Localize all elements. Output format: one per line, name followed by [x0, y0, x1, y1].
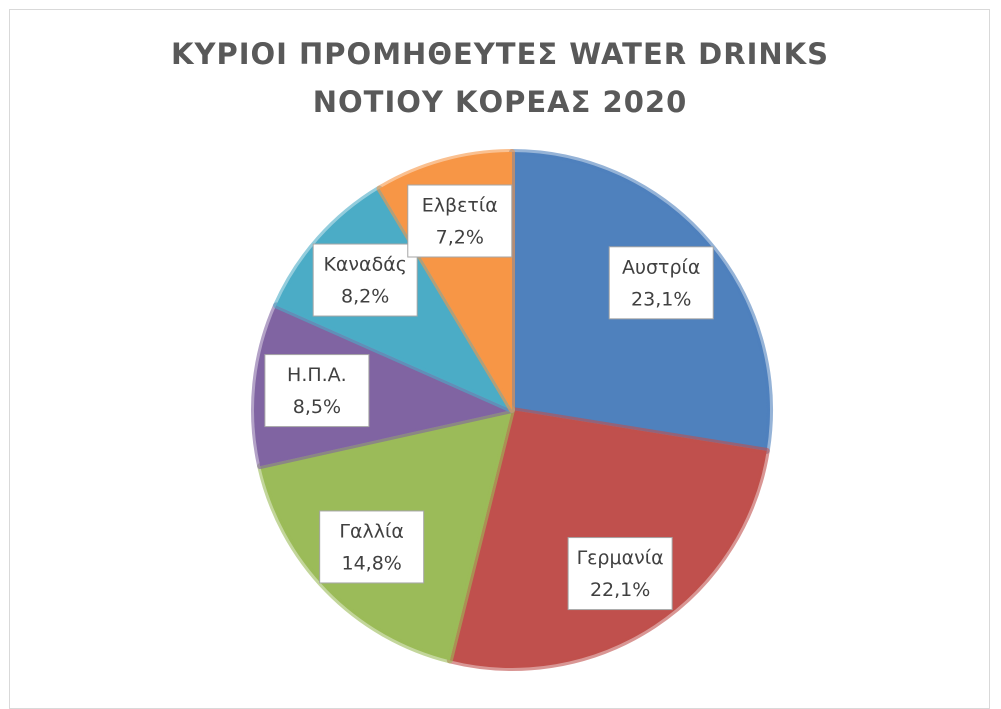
data-label-box: [312, 243, 418, 317]
data-label-value: 8,5%: [293, 396, 341, 418]
data-label-box: [608, 246, 714, 320]
data-label-box: [264, 354, 370, 428]
data-label-value: 14,8%: [341, 552, 401, 574]
data-label-box: [407, 184, 513, 258]
data-label-name: Αυστρία: [622, 256, 701, 278]
data-label-value: 22,1%: [590, 579, 650, 601]
data-label-value: 23,1%: [631, 288, 691, 310]
data-label-name: Η.Π.Α.: [287, 364, 347, 386]
data-label-value: 8,2%: [341, 286, 389, 308]
data-label-box: [567, 537, 673, 611]
data-label-name: Ελβετία: [422, 195, 498, 217]
data-label-name: Γαλλία: [339, 520, 404, 542]
chart-title: ΚΥΡΙΟΙ ΠΡΟΜΗΘΕΥΤΕΣ WATER DRINKS ΝΟΤΙΟΥ Κ…: [170, 37, 830, 119]
data-label-name: Γερμανία: [577, 547, 664, 569]
data-label-name: Καναδάς: [323, 254, 406, 276]
data-label-value: 7,2%: [436, 227, 484, 249]
data-label-box: [319, 510, 425, 584]
